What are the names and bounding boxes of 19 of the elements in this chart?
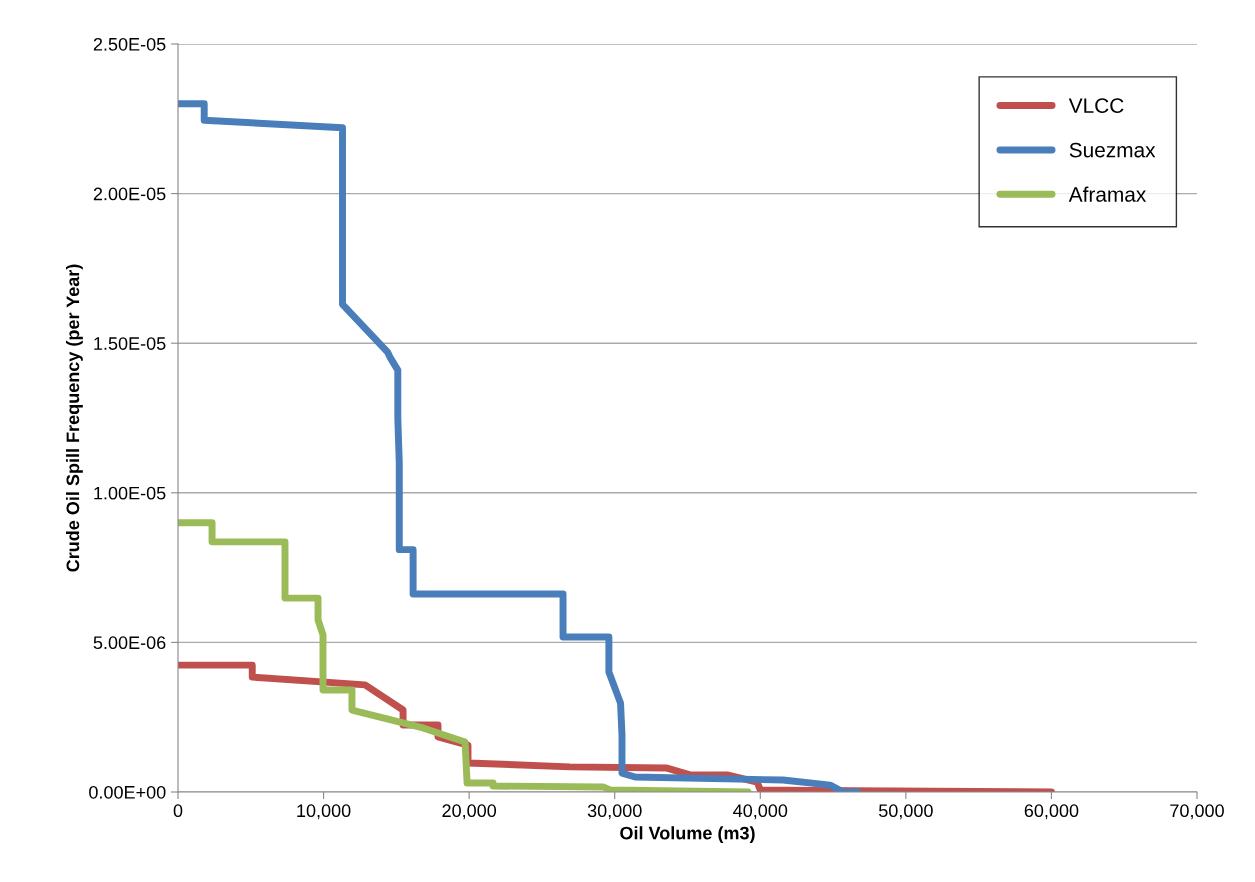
x-tick-label: 40,000 xyxy=(733,804,788,820)
y-tick-label: 2.50E-05 xyxy=(93,37,166,51)
y-axis-title: Crude Oil Spill Frequency (per Year) xyxy=(66,264,83,572)
legend-label: VLCC xyxy=(1068,98,1124,113)
x-tick-label: 30,000 xyxy=(587,804,642,820)
legend-label: Aframax xyxy=(1068,186,1147,202)
x-tick-label: 70,000 xyxy=(1170,804,1224,820)
x-tick-label: 60,000 xyxy=(1024,804,1079,820)
legend-label: Suezmax xyxy=(1069,142,1156,158)
x-tick-label: 10,000 xyxy=(297,804,351,820)
x-tick-label: 0 xyxy=(173,804,183,818)
y-tick-label: 2.00E-05 xyxy=(93,187,166,201)
y-tick-label: 1.00E-05 xyxy=(94,486,166,500)
x-tick-label: 50,000 xyxy=(878,804,933,820)
x-axis-title: Oil Volume (m3) xyxy=(620,826,755,844)
y-tick-label: 1.50E-05 xyxy=(94,337,166,350)
y-tick-label: 5.00E-06 xyxy=(93,636,166,650)
y-tick-label: 0.00E+00 xyxy=(89,785,166,799)
x-tick-label: 20,000 xyxy=(442,804,497,820)
